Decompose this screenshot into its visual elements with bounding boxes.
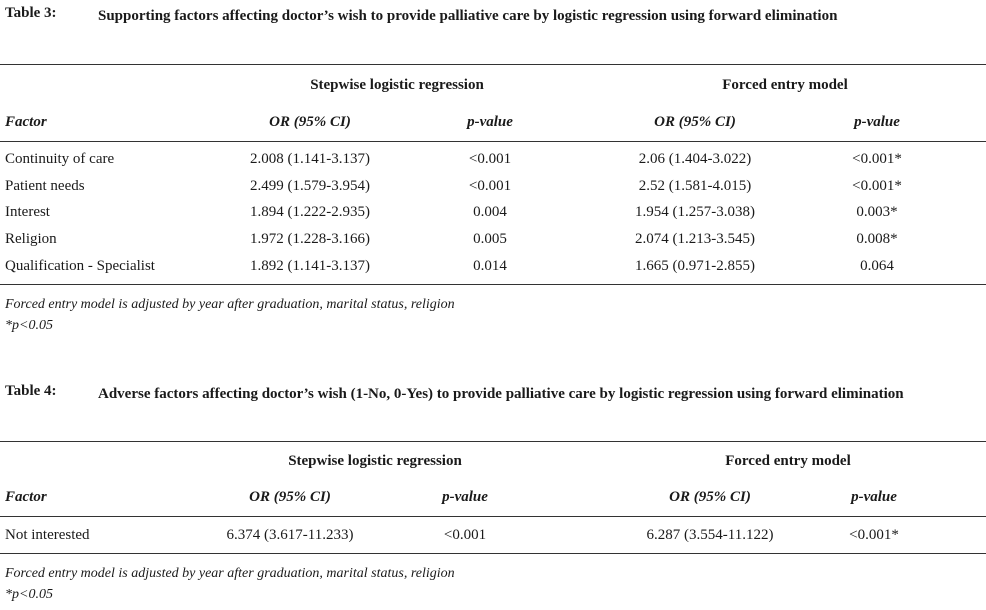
- or-cell: 6.287 (3.554-11.122): [646, 527, 774, 543]
- factor-cell: Continuity of care: [5, 151, 115, 167]
- header-rule: [0, 516, 986, 517]
- p-value-cell: 0.008*: [856, 231, 898, 247]
- table-number: Table 4:: [5, 383, 57, 399]
- p-value-cell: 0.003*: [856, 204, 898, 220]
- p-value-cell: <0.001*: [852, 178, 902, 194]
- p-value-cell: <0.001: [468, 178, 512, 194]
- factor-cell: Qualification - Specialist: [5, 258, 155, 274]
- or-cell: 2.008 (1.141-3.137): [250, 151, 370, 167]
- or-cell: 2.499 (1.579-3.954): [250, 178, 370, 194]
- bottom-rule: [0, 553, 986, 554]
- group-header-stepwise: Stepwise logistic regression: [310, 77, 484, 93]
- or-cell: 1.954 (1.257-3.038): [635, 204, 755, 220]
- or-cell: 2.06 (1.404-3.022): [638, 151, 752, 167]
- factor-cell: Religion: [5, 231, 57, 247]
- column-header-or: OR (95% CI): [269, 114, 351, 130]
- column-header-p-value: p-value: [851, 489, 897, 505]
- or-cell: 1.665 (0.971-2.855): [635, 258, 755, 274]
- column-header-factor: Factor: [5, 489, 47, 505]
- group-header-forced: Forced entry model: [725, 453, 851, 469]
- column-header-factor: Factor: [5, 114, 47, 130]
- p-value-cell: 0.014: [473, 258, 507, 274]
- header-rule: [0, 141, 986, 142]
- group-header-forced: Forced entry model: [722, 77, 848, 93]
- table-number: Table 3:: [5, 5, 57, 21]
- p-value-cell: <0.001: [468, 151, 512, 167]
- column-header-p-value: p-value: [854, 114, 900, 130]
- or-cell: 1.894 (1.222-2.935): [250, 204, 370, 220]
- p-value-cell: <0.001: [443, 527, 487, 543]
- column-header-or: OR (95% CI): [654, 114, 736, 130]
- factor-cell: Patient needs: [5, 178, 85, 194]
- or-cell: 1.892 (1.141-3.137): [250, 258, 370, 274]
- factor-cell: Interest: [5, 204, 50, 220]
- factor-cell: Not interested: [5, 527, 90, 543]
- group-header-stepwise: Stepwise logistic regression: [288, 453, 462, 469]
- p-value-cell: <0.001*: [849, 527, 899, 543]
- column-header-p-value: p-value: [442, 489, 488, 505]
- table-footnote: Forced entry model is adjusted by year a…: [5, 566, 455, 581]
- p-value-cell: <0.001*: [852, 151, 902, 167]
- or-cell: 2.52 (1.581-4.015): [638, 178, 752, 194]
- significance-note: *p<0.05: [5, 318, 53, 333]
- table-title: Adverse factors affecting doctor’s wish …: [98, 386, 904, 402]
- significance-note: *p<0.05: [5, 587, 53, 602]
- table-footnote: Forced entry model is adjusted by year a…: [5, 297, 455, 312]
- top-rule: [0, 441, 986, 442]
- p-value-cell: 0.004: [473, 204, 507, 220]
- or-cell: 2.074 (1.213-3.545): [635, 231, 755, 247]
- column-header-or: OR (95% CI): [669, 489, 751, 505]
- top-rule: [0, 64, 986, 65]
- bottom-rule: [0, 284, 986, 285]
- or-cell: 1.972 (1.228-3.166): [250, 231, 370, 247]
- p-value-cell: 0.005: [473, 231, 507, 247]
- column-header-p-value: p-value: [467, 114, 513, 130]
- p-value-cell: 0.064: [860, 258, 894, 274]
- or-cell: 6.374 (3.617-11.233): [226, 527, 354, 543]
- column-header-or: OR (95% CI): [249, 489, 331, 505]
- table-title: Supporting factors affecting doctor’s wi…: [98, 8, 838, 24]
